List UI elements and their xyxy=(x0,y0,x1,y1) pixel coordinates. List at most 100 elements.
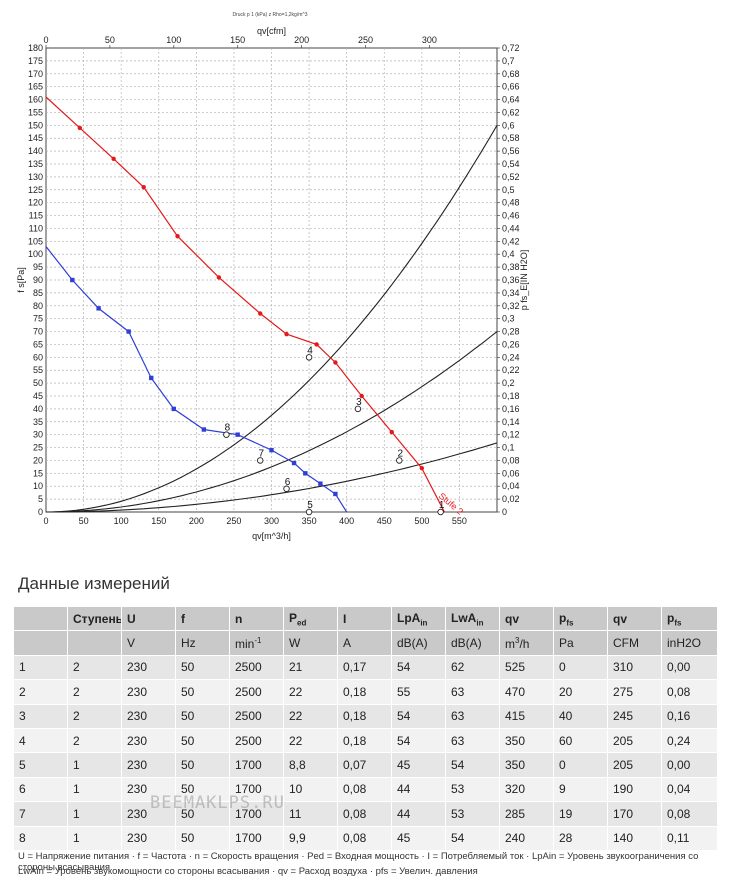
y-tick-label: 40 xyxy=(33,404,43,414)
table-unit-cell: inH2O xyxy=(662,631,718,656)
table-cell: 470 xyxy=(500,680,554,705)
legend-line-1: U = Напряжение питания · f = Частота · n… xyxy=(18,851,699,873)
y2-tick-label: 0,28 xyxy=(502,327,520,337)
table-cell: 50 xyxy=(176,777,230,803)
table-cell: 2500 xyxy=(230,680,284,705)
section-title: Данные измерений xyxy=(18,574,170,593)
data-point xyxy=(291,460,297,466)
table-cell: 54 xyxy=(392,704,446,729)
table-cell: 285 xyxy=(500,802,554,827)
y2-tick-label: 0,3 xyxy=(502,314,515,324)
table-cell: 55 xyxy=(392,680,446,705)
y2-tick-label: 0,44 xyxy=(502,223,520,233)
table-cell: 350 xyxy=(500,753,554,778)
y2-tick-label: 0,08 xyxy=(502,455,520,465)
table-cell: 1 xyxy=(68,826,122,851)
data-point xyxy=(235,432,240,437)
data-point xyxy=(389,429,394,435)
table-unit-cell: V xyxy=(122,631,176,656)
operating-point-marker xyxy=(305,508,313,516)
table-row: 3 2 230 50 2500 22 0,18 54 63 415 40 245 0,16 xyxy=(14,704,718,729)
table-cell: 2500 xyxy=(230,704,284,729)
operating-point-marker xyxy=(437,508,444,516)
table-cell: 5 xyxy=(14,753,68,778)
table-header-cell: pfs xyxy=(662,607,718,632)
y2-tick-label: 0,7 xyxy=(502,56,515,66)
y2-tick-label: 0,5 xyxy=(502,185,515,195)
y2-tick-label: 0,62 xyxy=(502,107,520,117)
y-tick-label: 30 xyxy=(33,430,43,440)
y2-tick-label: 0,12 xyxy=(502,430,520,440)
data-point xyxy=(359,393,364,399)
table-cell: 40 xyxy=(554,704,608,729)
operating-point-label: 4 xyxy=(307,345,313,356)
table-cell: 22 xyxy=(284,704,338,729)
table-cell: 205 xyxy=(608,753,662,778)
table-cell: 4 xyxy=(14,728,68,754)
data-point xyxy=(333,360,338,365)
table-cell: 275 xyxy=(608,680,662,705)
table-cell: 22 xyxy=(284,728,338,754)
table-cell: 230 xyxy=(122,680,176,705)
x-tick-label: 50 xyxy=(79,516,89,526)
table-cell: 54 xyxy=(392,655,446,681)
table-cell: 245 xyxy=(608,704,662,729)
y2-tick-label: 0,6 xyxy=(502,120,515,130)
x2-tick-label: 50 xyxy=(105,35,115,45)
table-cell: 11 xyxy=(284,802,338,827)
y-tick-label: 130 xyxy=(28,172,43,182)
y-tick-label: 165 xyxy=(28,82,43,92)
x-tick-label: 400 xyxy=(339,516,354,526)
table-cell: 63 xyxy=(446,728,500,754)
y2-tick-label: 0,02 xyxy=(502,494,520,504)
operating-point-marker xyxy=(305,354,313,361)
chart-svg: 0510152025303540455055606570758085909510… xyxy=(16,12,529,541)
y-tick-label: 10 xyxy=(33,481,43,491)
data-point xyxy=(171,406,176,412)
y-tick-label: 20 xyxy=(33,455,43,465)
table-header-cell: qv xyxy=(500,607,554,632)
y-tick-label: 35 xyxy=(33,417,43,427)
y-tick-label: 170 xyxy=(28,69,43,79)
table-cell: 54 xyxy=(446,826,500,851)
x-axis-label: qv[m^3/h] xyxy=(252,531,291,541)
table-cell: 0,04 xyxy=(662,777,718,803)
table-cell: 28 xyxy=(554,826,608,851)
table-cell: 140 xyxy=(608,826,662,851)
y2-tick-label: 0,24 xyxy=(502,352,520,362)
table-cell: 1 xyxy=(68,802,122,827)
table-row: 6 1 230 50 1700 10 0,08 44 53 320 9 190 0,04 xyxy=(14,777,718,803)
y2-tick-label: 0,64 xyxy=(502,95,520,105)
data-point xyxy=(216,275,222,280)
table-unit-cell xyxy=(14,631,68,656)
y2-tick-label: 0,52 xyxy=(502,172,520,182)
table-cell: 19 xyxy=(554,802,608,827)
y2-tick-label: 0,68 xyxy=(502,69,520,79)
table-cell: 0,24 xyxy=(662,728,718,754)
operating-point-marker xyxy=(256,457,264,464)
table-cell: 2 xyxy=(68,704,122,729)
table-cell: 0,18 xyxy=(338,680,392,705)
table-cell: 0,08 xyxy=(662,802,718,827)
y-tick-label: 110 xyxy=(29,223,43,233)
table-row: 4 2 230 50 2500 22 0,18 54 63 350 60 205 0,24 xyxy=(14,728,718,754)
table-cell: 230 xyxy=(122,826,176,851)
table-cell: 205 xyxy=(608,728,662,754)
x-tick-label: 100 xyxy=(114,516,129,526)
table-cell: 44 xyxy=(392,802,446,827)
table-unit-cell: min-1 xyxy=(230,631,284,656)
data-point xyxy=(96,306,101,311)
x-tick-label: 250 xyxy=(226,516,241,526)
y2-tick-label: 0,32 xyxy=(502,301,520,311)
table-cell: 230 xyxy=(122,704,176,729)
y-tick-label: 85 xyxy=(33,288,43,298)
y2-tick-label: 0,38 xyxy=(502,262,520,272)
y-tick-label: 0 xyxy=(38,507,43,517)
y-tick-label: 90 xyxy=(33,275,43,285)
y-tick-label: 25 xyxy=(33,443,43,453)
y-tick-label: 105 xyxy=(28,236,43,246)
y-tick-label: 50 xyxy=(33,378,43,388)
table-header-cell xyxy=(14,607,68,632)
